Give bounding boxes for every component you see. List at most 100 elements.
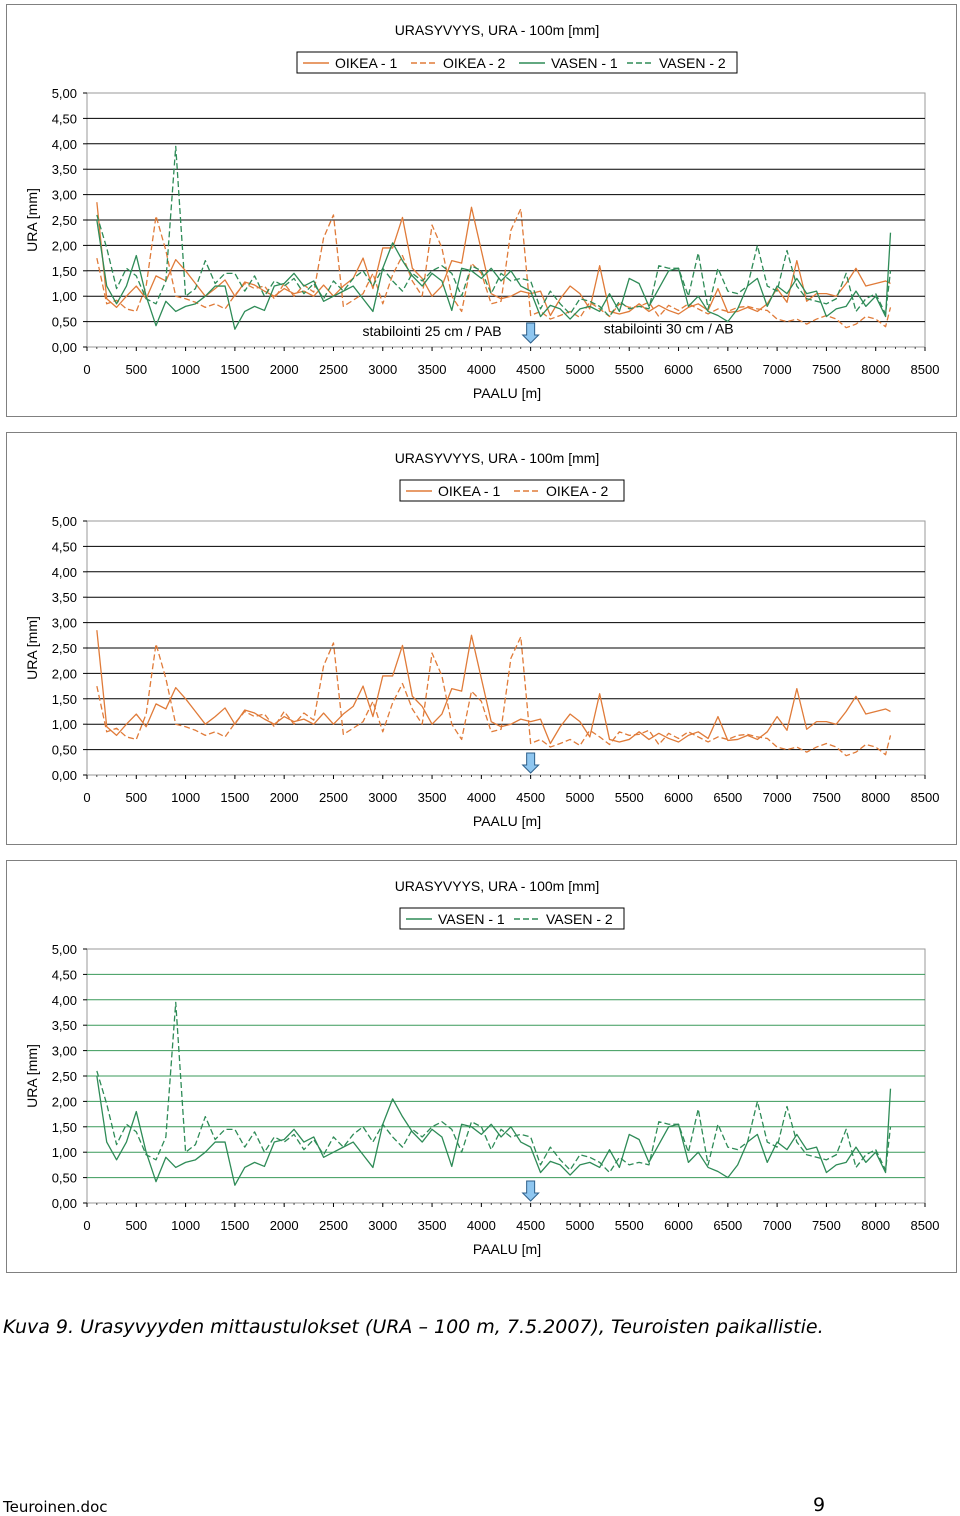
y-tick-label: 3,00 [52,1044,77,1059]
x-tick-label: 6000 [664,1218,693,1233]
x-tick-label: 8500 [911,362,940,377]
y-tick-label: 5,00 [52,514,77,529]
x-tick-label: 4000 [467,790,496,805]
x-tick-label: 5500 [615,790,644,805]
y-tick-label: 0,50 [52,1171,77,1186]
y-tick-label: 0,00 [52,1196,77,1211]
x-tick-label: 500 [125,1218,147,1233]
y-tick-label: 3,50 [52,1018,77,1033]
y-tick-label: 1,00 [52,1145,77,1160]
x-tick-label: 500 [125,362,147,377]
chart-3-svg: 0,00 0,50 1,00 1,50 2,00 2,50 3,00 3,50 4,00 4,50… [24,878,940,1257]
chart-2-svg: 0,00 0,50 1,00 1,50 2,00 2,50 3,00 3,50 4,00 4,50… [24,450,940,829]
legend-label: OIKEA - 2 [546,483,608,499]
x-tick-label: 0 [83,1218,90,1233]
y-tick-label: 2,50 [52,1069,77,1084]
x-tick-label: 4500 [516,362,545,377]
y-tick-label: 3,00 [52,188,77,203]
footer-page-number: 9 [813,1494,826,1516]
y-tick-label: 4,00 [52,565,77,580]
x-axis-label: PAALU [m] [473,813,541,829]
x-tick-label: 4500 [516,1218,545,1233]
y-tick-label: 2,50 [52,641,77,656]
series-line-oikea1 [96,630,891,745]
legend-box [399,907,625,930]
y-tick-label: 4,00 [52,993,77,1008]
y-tick-label: 5,00 [52,86,77,101]
chart-title: URASYVYYS, URA - 100m [mm] [395,22,600,38]
x-tick-label: 8000 [861,1218,890,1233]
legend-label: OIKEA - 1 [438,483,500,499]
y-tick-label: 4,50 [52,539,77,554]
y-tick-label: 1,50 [52,264,77,279]
x-tick-label: 8500 [911,790,940,805]
x-tick-label: 1000 [171,1218,200,1233]
y-tick-label: 0,50 [52,315,77,330]
y-tick-label: 1,00 [52,289,77,304]
y-tick-label: 2,00 [52,238,77,253]
y-tick-label: 0,00 [52,768,77,783]
annotation-label: stabilointi 25 cm / PAB [363,323,502,339]
y-tick-label: 4,00 [52,137,77,152]
legend-label: OIKEA - 2 [443,55,505,71]
series-line-oikea2 [96,208,892,329]
y-tick-label: 1,50 [52,1120,77,1135]
y-axis-label: URA [mm] [24,188,40,252]
x-tick-label: 0 [83,790,90,805]
x-tick-label: 3000 [368,1218,397,1233]
x-tick-label: 6000 [664,362,693,377]
legend-label: VASEN - 2 [546,911,613,927]
x-tick-label: 500 [125,790,147,805]
chart-panel-1: 0,00 0,50 1,00 1,50 2,00 2,50 3,00 3,50 4,00 4,50… [6,4,957,417]
x-tick-label: 1000 [171,790,200,805]
x-tick-label: 7000 [763,1218,792,1233]
legend-box [399,479,625,502]
series-line-vasen1 [96,1075,892,1186]
x-axis-label: PAALU [m] [473,1241,541,1257]
x-tick-label: 2000 [270,790,299,805]
legend-box [296,51,738,74]
series-line-vasen2 [96,1001,892,1174]
series-line-oikea2 [96,636,892,757]
y-tick-label: 2,00 [52,666,77,681]
legend-label: VASEN - 2 [659,55,726,71]
y-tick-label: 2,00 [52,1094,77,1109]
chart-title: URASYVYYS, URA - 100m [mm] [395,450,600,466]
legend-label: VASEN - 1 [438,911,505,927]
x-tick-label: 3000 [368,790,397,805]
x-tick-label: 6500 [713,362,742,377]
x-tick-label: 4000 [467,1218,496,1233]
x-tick-label: 5000 [565,362,594,377]
stabilization-marker-arrow [521,322,540,344]
y-tick-label: 0,00 [52,340,77,355]
x-tick-label: 4000 [467,362,496,377]
chart-panel-3: 0,00 0,50 1,00 1,50 2,00 2,50 3,00 3,50 4,00 4,50… [6,860,957,1273]
x-tick-label: 8000 [861,362,890,377]
y-axis-label: URA [mm] [24,1044,40,1108]
y-tick-label: 1,00 [52,717,77,732]
chart-title: URASYVYYS, URA - 100m [mm] [395,878,600,894]
x-tick-label: 0 [83,362,90,377]
y-tick-label: 3,50 [52,162,77,177]
y-tick-label: 3,50 [52,590,77,605]
x-tick-label: 7000 [763,362,792,377]
legend-label: VASEN - 1 [551,55,618,71]
x-tick-label: 8500 [911,1218,940,1233]
legend-label: OIKEA - 1 [335,55,397,71]
x-tick-label: 5500 [615,362,644,377]
series-line-vasen1 [96,219,892,330]
stabilization-marker-arrow [521,752,540,774]
x-tick-label: 3500 [418,790,447,805]
x-tick-label: 6000 [664,790,693,805]
x-tick-label: 5000 [565,1218,594,1233]
x-tick-label: 2000 [270,362,299,377]
x-tick-label: 1500 [220,790,249,805]
x-tick-label: 6500 [713,790,742,805]
x-tick-label: 8000 [861,790,890,805]
x-tick-label: 3500 [418,1218,447,1233]
x-tick-label: 5000 [565,790,594,805]
x-tick-label: 3000 [368,362,397,377]
annotation-label: stabilointi 30 cm / AB [604,320,734,336]
x-tick-label: 7500 [812,1218,841,1233]
x-tick-label: 2500 [319,790,348,805]
